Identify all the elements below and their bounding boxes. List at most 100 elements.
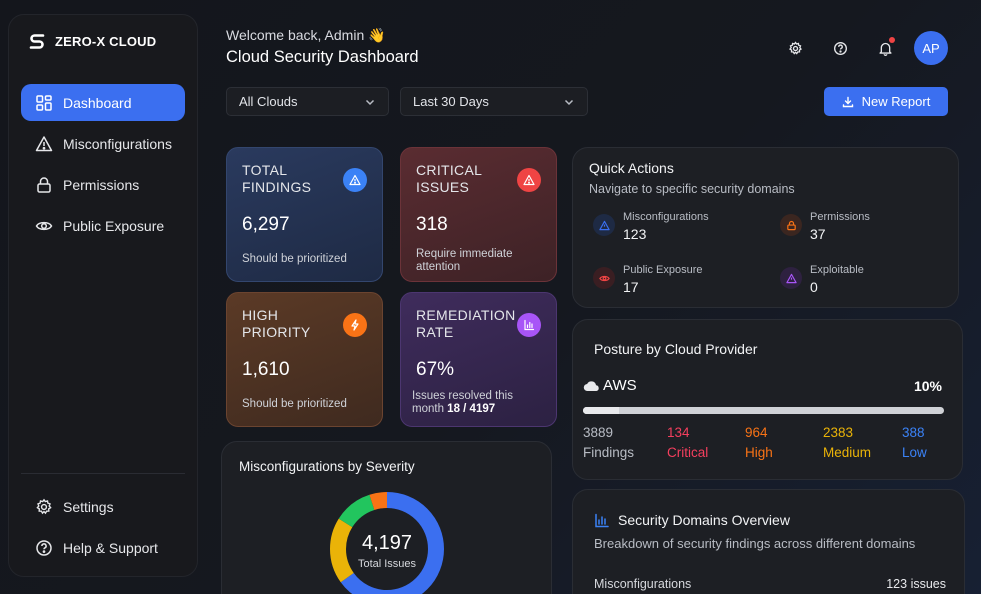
cloud-icon	[583, 381, 599, 392]
posture-stat-high: 964 High	[745, 423, 773, 463]
provider-progress-bar	[583, 407, 944, 414]
stat-card-high-priority[interactable]: HIGH PRIORITY 1,610 Should be prioritize…	[226, 292, 383, 427]
sidebar-item-help[interactable]: Help & Support	[21, 529, 185, 566]
posture-stat-label: Findings	[583, 445, 635, 460]
sidebar-item-permissions[interactable]: Permissions	[21, 166, 185, 203]
severity-title: Misconfigurations by Severity	[239, 459, 415, 474]
domain-row-name[interactable]: Misconfigurations	[594, 577, 692, 591]
posture-stat-value: 964	[745, 425, 768, 440]
sidebar-divider	[21, 473, 185, 474]
new-report-button[interactable]: New Report	[824, 87, 948, 116]
warning-badge	[343, 168, 367, 192]
stat-label: REMEDIATION RATE	[416, 307, 516, 340]
stat-subtext-ratio: 18 / 4197	[447, 403, 496, 415]
chevron-down-icon	[564, 99, 574, 105]
stat-subtext: Issues resolved this month 18 / 4197	[412, 390, 547, 416]
quick-action-misconfigurations[interactable]: Misconfigurations 123	[593, 211, 709, 242]
brand-name: ZERO-X CLOUD	[55, 33, 157, 49]
stat-card-total-findings[interactable]: TOTAL FINDINGS 6,297 Should be prioritiz…	[226, 147, 383, 282]
quick-action-count: 0	[810, 279, 818, 295]
new-report-label: New Report	[861, 94, 931, 109]
notifications-button[interactable]	[874, 37, 896, 59]
eye-icon-wrap	[593, 267, 615, 289]
lightning-badge	[343, 313, 367, 337]
avatar[interactable]: AP	[914, 31, 948, 65]
stat-label: TOTAL FINDINGS	[242, 162, 312, 195]
quick-action-public-exposure[interactable]: Public Exposure 17	[593, 264, 703, 295]
severity-panel: Misconfigurations by Severity 4,197 Tota…	[221, 441, 552, 594]
stat-subtext: Should be prioritized	[242, 253, 347, 265]
provider-label: AWS	[603, 377, 637, 394]
bar-chart-icon	[524, 319, 535, 331]
provider-name[interactable]: AWS	[583, 377, 637, 394]
quick-action-permissions[interactable]: Permissions 37	[780, 211, 870, 242]
sidebar-item-label: Permissions	[63, 176, 140, 193]
quick-action-exploitable[interactable]: Exploitable 0	[780, 264, 864, 295]
domain-row-count: 123 issues	[886, 577, 946, 591]
stat-card-critical-issues[interactable]: CRITICAL ISSUES 318 Require immediate at…	[400, 147, 557, 282]
notification-dot	[889, 37, 895, 43]
sidebar-item-label: Settings	[63, 498, 114, 515]
posture-panel: Posture by Cloud Provider AWS 10% 3889 F…	[572, 319, 963, 480]
quick-actions-subtitle: Navigate to specific security domains	[589, 182, 795, 196]
warning-icon	[35, 135, 53, 151]
quick-action-count: 37	[810, 226, 826, 242]
posture-stat-label: Critical	[667, 445, 709, 460]
page-title: Cloud Security Dashboard	[226, 48, 419, 66]
sidebar: ZERO-X CLOUD Dashboard Misconfigurations…	[8, 14, 198, 577]
quick-actions-title: Quick Actions	[589, 160, 674, 176]
alert-badge	[517, 168, 541, 192]
domains-subtitle: Breakdown of security findings across di…	[594, 536, 916, 551]
posture-stat-label: Medium	[823, 445, 872, 460]
quick-action-name: Misconfigurations	[623, 211, 709, 223]
eye-icon	[598, 275, 610, 281]
posture-stat-low: 388 Low	[902, 423, 927, 463]
sidebar-item-label: Misconfigurations	[63, 135, 172, 152]
stat-label: HIGH PRIORITY	[242, 307, 311, 340]
brand-s-icon	[29, 34, 45, 49]
download-icon	[842, 96, 853, 107]
domains-title: Security Domains Overview	[618, 512, 790, 528]
sidebar-item-settings[interactable]: Settings	[21, 488, 185, 525]
stat-value: 67%	[416, 359, 455, 380]
stat-value: 6,297	[242, 214, 290, 235]
sidebar-item-label: Public Exposure	[63, 217, 165, 234]
chart-badge	[517, 313, 541, 337]
help-button[interactable]	[829, 37, 851, 59]
stat-subtext-text: Issues resolved this month	[412, 390, 513, 415]
help-icon	[36, 539, 52, 556]
stat-card-remediation-rate[interactable]: REMEDIATION RATE 67% Issues resolved thi…	[400, 292, 557, 427]
lock-icon-wrap	[780, 214, 802, 236]
help-icon	[833, 41, 847, 55]
donut-segment-high	[330, 492, 444, 594]
domains-title-row: Security Domains Overview	[594, 512, 790, 528]
posture-stat-value: 3889	[583, 425, 614, 440]
provider-percent: 10%	[913, 378, 942, 394]
donut-segment-medium	[330, 492, 444, 594]
stat-subtext: Require immediate attention	[416, 248, 513, 273]
quick-action-name: Exploitable	[810, 264, 864, 276]
severity-total: 4,197	[361, 532, 413, 554]
provider-progress-fill	[583, 407, 620, 414]
cloud-select[interactable]: All Clouds	[226, 87, 389, 116]
stat-subtext: Should be prioritized	[242, 398, 347, 410]
severity-total-label: Total Issues	[357, 558, 417, 570]
sidebar-item-dashboard[interactable]: Dashboard	[21, 84, 185, 121]
stat-label: CRITICAL ISSUES	[416, 162, 482, 195]
sidebar-item-public-exposure[interactable]: Public Exposure	[21, 207, 185, 244]
warning-icon	[785, 273, 797, 283]
quick-actions-panel: Quick Actions Navigate to specific secur…	[572, 147, 959, 308]
bell-icon	[878, 42, 892, 56]
warning-icon	[598, 220, 610, 230]
lock-icon	[786, 220, 796, 230]
sidebar-item-label: Help & Support	[63, 539, 158, 556]
brand-logo[interactable]: ZERO-X CLOUD	[27, 31, 156, 51]
quick-action-name: Public Exposure	[623, 264, 703, 276]
grid-icon	[36, 94, 52, 111]
settings-button[interactable]	[784, 37, 806, 59]
warning-icon	[349, 174, 361, 186]
lightning-icon	[351, 319, 359, 331]
sidebar-item-misconfigurations[interactable]: Misconfigurations	[21, 125, 185, 162]
range-select[interactable]: Last 30 Days	[400, 87, 588, 116]
quick-action-count: 123	[623, 226, 647, 242]
